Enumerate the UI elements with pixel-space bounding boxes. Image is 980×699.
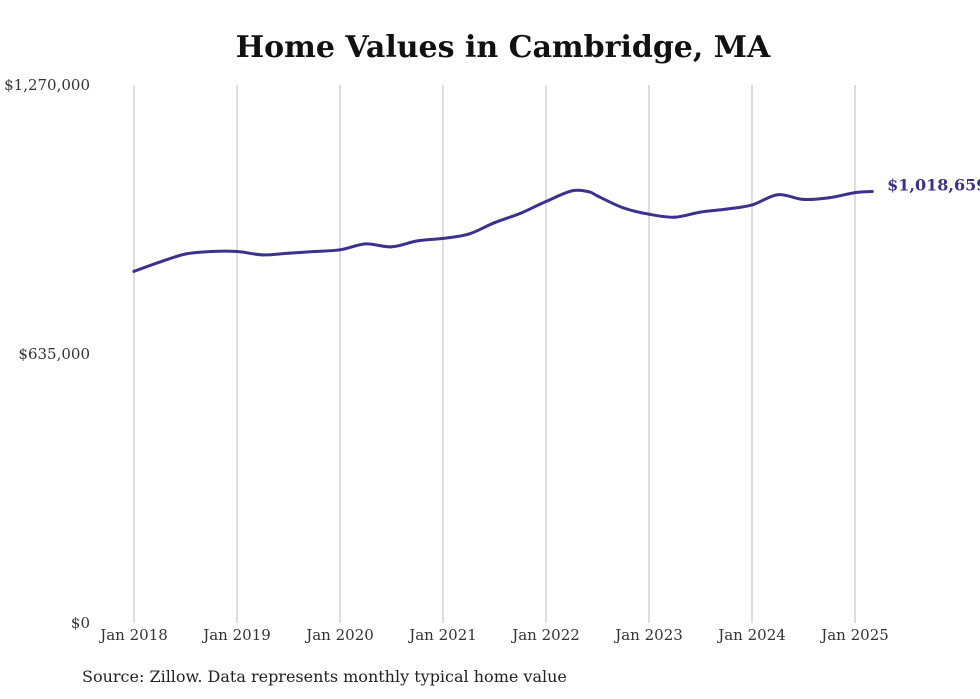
data-point <box>544 199 548 203</box>
data-point <box>338 248 342 252</box>
data-point <box>184 252 187 256</box>
data-point <box>802 197 805 201</box>
data-point <box>647 212 651 216</box>
data-point <box>209 249 213 253</box>
data-point <box>776 193 780 197</box>
data-point <box>235 249 239 253</box>
data-point <box>518 211 522 215</box>
data-point <box>596 194 599 198</box>
data-point <box>312 249 316 253</box>
series-layer <box>132 188 874 273</box>
data-point <box>364 242 368 246</box>
x-tick-label: Jan 2025 <box>819 626 889 644</box>
data-point <box>827 196 831 200</box>
y-tick-label: $0 <box>71 614 90 632</box>
data-point <box>750 203 754 207</box>
data-point <box>132 269 136 273</box>
data-point <box>441 236 445 240</box>
data-point <box>261 253 265 257</box>
x-tick-label: Jan 2019 <box>201 626 271 644</box>
data-point <box>724 207 728 211</box>
x-tick-label: Jan 2023 <box>613 626 683 644</box>
data-point <box>853 191 857 195</box>
y-tick-label: $635,000 <box>18 345 90 363</box>
data-point <box>570 189 574 193</box>
data-point <box>390 245 393 249</box>
grid-lines <box>133 85 856 623</box>
x-tick-label: Jan 2018 <box>98 626 168 644</box>
data-point <box>493 221 496 225</box>
x-axis-ticks: Jan 2018 Jan 2019 Jan 2020 Jan 2021 Jan 2022… <box>98 626 889 644</box>
y-axis-ticks: $0 $635,000 $1,270,000 <box>4 76 90 632</box>
series-line <box>132 188 874 273</box>
data-point <box>158 260 162 264</box>
data-point <box>870 189 874 193</box>
data-point <box>587 190 591 194</box>
x-tick-label: Jan 2024 <box>716 626 786 644</box>
y-tick-label: $1,270,000 <box>4 76 90 94</box>
data-point <box>621 206 625 210</box>
data-point <box>673 215 677 219</box>
data-point <box>415 239 419 243</box>
data-point <box>699 210 702 214</box>
x-tick-label: Jan 2021 <box>407 626 477 644</box>
end-label-layer: $1,018,659 <box>887 175 980 194</box>
source-note: Source: Zillow. Data represents monthly … <box>82 667 567 686</box>
end-value-label: $1,018,659 <box>887 175 980 194</box>
x-tick-label: Jan 2022 <box>510 626 580 644</box>
data-point <box>287 251 290 255</box>
data-point <box>467 232 471 236</box>
x-tick-label: Jan 2020 <box>304 626 374 644</box>
chart-title: Home Values in Cambridge, MA <box>235 30 771 65</box>
